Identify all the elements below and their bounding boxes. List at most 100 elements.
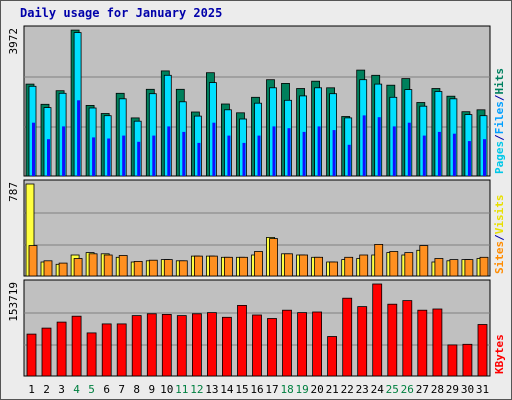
bar-pages <box>332 130 336 176</box>
legend-entry: Sites <box>493 241 506 274</box>
bar-pages <box>257 135 261 176</box>
x-tick-label: 1 <box>28 383 35 396</box>
bar-sites <box>359 254 369 277</box>
chart-title: Daily usage for January 2025 <box>20 6 223 20</box>
x-tick-label: 11 <box>175 383 188 396</box>
bar-sites <box>329 261 339 277</box>
bar-pages <box>483 139 486 176</box>
bar-sites <box>374 243 384 277</box>
bar-kbytes <box>402 300 413 377</box>
bar-kbytes <box>372 283 383 377</box>
bar-pages <box>77 100 81 176</box>
bar-sites <box>133 260 143 277</box>
bar-sites <box>404 252 414 277</box>
bar-sites <box>28 245 38 277</box>
legend-entry: / <box>493 94 506 101</box>
bar-kbytes <box>116 323 127 377</box>
x-tick-label: 10 <box>160 383 173 396</box>
bar-pages <box>437 131 441 176</box>
legend-entry: KBytes <box>493 334 506 374</box>
x-tick-label: 19 <box>295 383 308 396</box>
bar-kbytes <box>56 321 67 377</box>
bar-kbytes <box>417 309 428 377</box>
bar-kbytes <box>252 314 262 377</box>
bar-sites <box>148 259 158 277</box>
bar-pages <box>272 126 276 176</box>
x-tick-label: 24 <box>371 383 385 396</box>
legend-hits-files-pages: Pages/Files/Hits <box>493 68 506 174</box>
bar-kbytes <box>267 318 277 377</box>
x-tick-label: 16 <box>250 383 263 396</box>
bar-pages <box>422 135 426 176</box>
bar-pages <box>122 135 126 176</box>
bar-pages <box>107 138 111 176</box>
x-tick-label: 27 <box>416 383 429 396</box>
bar-kbytes <box>282 309 292 377</box>
x-tick-label: 22 <box>341 383 354 396</box>
bar-sites <box>284 253 293 277</box>
bar-pages <box>242 142 246 176</box>
legend-entry: Files <box>493 101 506 134</box>
x-tick-label: 8 <box>133 383 140 396</box>
bar-kbytes <box>357 306 368 377</box>
legend-entry: Pages <box>493 141 506 174</box>
bar-pages <box>452 133 456 176</box>
bar-sites <box>58 262 68 277</box>
bar-pages <box>347 144 351 176</box>
bar-kbytes <box>41 327 52 377</box>
bar-pages <box>377 117 381 176</box>
bar-sites <box>464 259 474 277</box>
legend-kbytes: KBytes <box>493 334 506 374</box>
bar-sites <box>434 258 444 277</box>
y-max-label: 153719 <box>7 282 20 322</box>
legend-entry: / <box>493 134 506 141</box>
bar-sites <box>269 238 278 277</box>
x-tick-label: 12 <box>190 383 203 396</box>
bar-sites <box>254 251 263 277</box>
x-tick-label: 15 <box>235 383 248 396</box>
bar-kbytes <box>462 343 473 377</box>
x-tick-label: 17 <box>265 383 278 396</box>
bar-pages <box>407 122 411 176</box>
legend-entry: Visits <box>493 195 506 235</box>
x-tick-label: 26 <box>401 383 414 396</box>
x-tick-label: 28 <box>431 383 444 396</box>
bar-pages <box>47 139 50 176</box>
bar-pages <box>212 122 216 176</box>
x-tick-label: 3 <box>58 383 65 396</box>
bar-sites <box>223 256 233 277</box>
bar-sites <box>239 256 248 277</box>
x-tick-label: 4 <box>73 383 80 396</box>
bar-kbytes <box>101 323 112 377</box>
bar-kbytes <box>176 315 187 377</box>
x-tick-label: 31 <box>476 383 489 396</box>
bar-pages <box>62 126 66 176</box>
bar-kbytes <box>327 336 338 377</box>
bar-sites <box>344 256 354 277</box>
bar-sites <box>178 260 188 277</box>
x-tick-label: 30 <box>461 383 474 396</box>
bar-kbytes <box>221 316 232 377</box>
bar-pages <box>137 141 141 176</box>
x-tick-label: 6 <box>103 383 110 396</box>
x-tick-label: 2 <box>43 383 50 396</box>
bar-pages <box>32 122 35 176</box>
bar-kbytes <box>237 304 247 377</box>
bar-sites <box>389 251 399 277</box>
x-tick-label: 29 <box>446 383 459 396</box>
bar-kbytes <box>161 313 172 377</box>
x-tick-label: 21 <box>326 383 339 396</box>
x-tick-label: 5 <box>88 383 95 396</box>
bar-pages <box>167 126 171 176</box>
y-max-label: 787 <box>7 182 20 202</box>
bar-pages <box>152 135 156 176</box>
bar-sites <box>314 256 324 277</box>
bar-sites <box>193 255 203 277</box>
bar-sites <box>73 258 83 277</box>
bar-kbytes <box>26 333 37 377</box>
x-tick-label: 9 <box>148 383 155 396</box>
x-tick-label: 25 <box>386 383 399 396</box>
x-tick-label: 13 <box>205 383 218 396</box>
bar-kbytes <box>387 303 398 377</box>
bar-pages <box>227 135 231 176</box>
